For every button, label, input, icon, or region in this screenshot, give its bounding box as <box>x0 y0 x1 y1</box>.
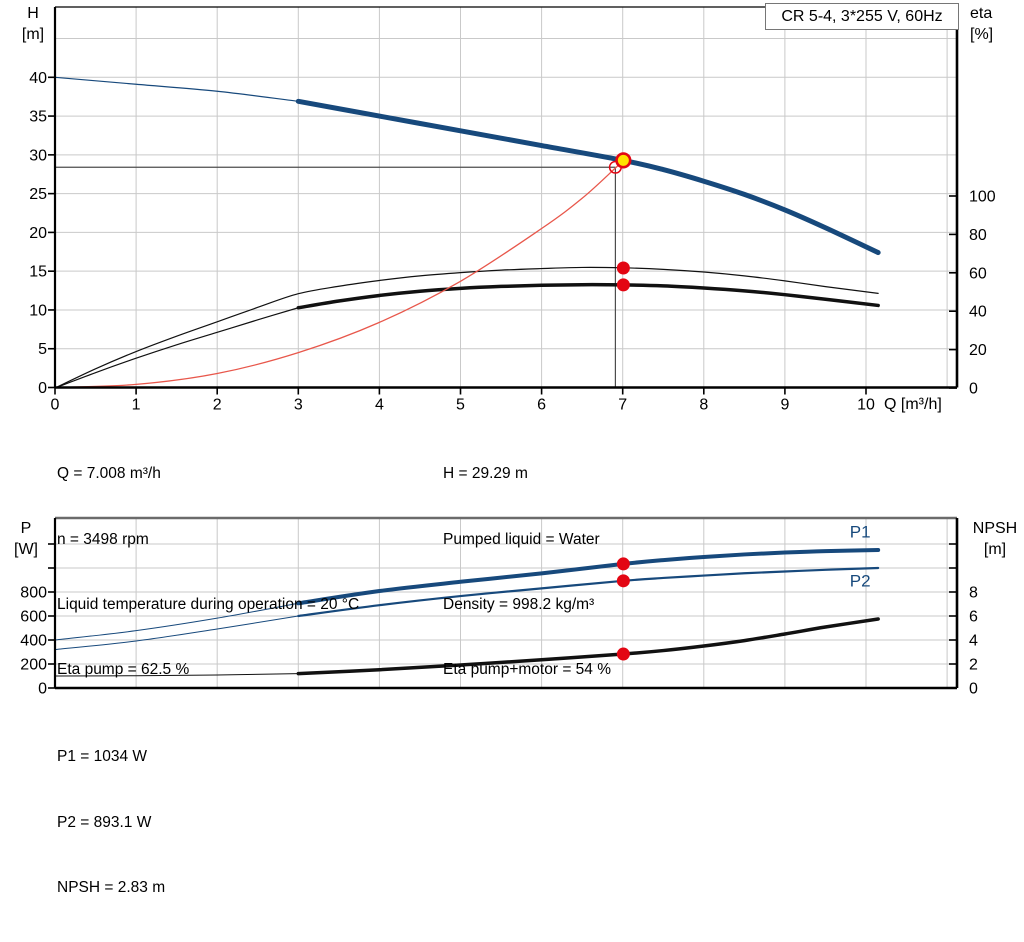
npsh-curve <box>296 617 880 676</box>
eta-pump-motor-duty-point <box>616 278 630 292</box>
eta-axis-title: eta [%] <box>970 5 994 43</box>
plot-frame <box>53 516 959 690</box>
info-flow: Q = 7.008 m³/h <box>57 465 161 483</box>
y-right-tick-label: 0 <box>969 681 978 698</box>
y-left-tick-label: 400 <box>20 633 47 650</box>
y-left-tick-label: 0 <box>38 380 47 397</box>
y-right-tick-label: 20 <box>969 342 987 359</box>
info-npsh: NPSH = 2.83 m <box>57 878 166 896</box>
y-left-tick-label: 0 <box>38 681 47 698</box>
npsh-duty-point <box>616 647 630 661</box>
info-head: H = 29.29 m <box>443 465 528 483</box>
x-tick-label: 5 <box>456 397 465 414</box>
p2-out-of-range <box>54 615 299 651</box>
x-tick-label: 8 <box>699 397 708 414</box>
power-info: P1 = 1034 W P2 = 893.1 W NPSH = 2.83 m <box>57 703 165 942</box>
y-right-tick-label: 0 <box>969 381 978 398</box>
y-right-tick-label: 60 <box>969 265 987 282</box>
npsh-out-of-range <box>54 673 299 677</box>
eta-pump-motor-curve <box>296 282 880 310</box>
y-right-tick-label: 4 <box>969 633 978 650</box>
info-liquid-temp: Liquid temperature during operation = 20… <box>57 595 360 613</box>
y-left-tick-label: 800 <box>20 585 47 602</box>
y-left-tick-label: 40 <box>29 70 47 87</box>
p1-duty-point <box>616 557 630 571</box>
info-speed: n = 3498 rpm <box>57 530 149 548</box>
pump-title: CR 5-4, 3*255 V, 60Hz <box>781 8 943 25</box>
p1-out-of-range <box>54 602 299 641</box>
duty-info-left: Q = 7.008 m³/h n = 3498 rpm Liquid tempe… <box>57 420 359 724</box>
gridlines <box>55 7 957 388</box>
system-curve <box>54 159 624 389</box>
info-p1: P1 = 1034 W <box>57 748 148 766</box>
npsh-axis-title: NPSH [m] <box>972 520 1018 558</box>
y-right-tick-label: 40 <box>969 304 987 321</box>
curve-label-p1: P1 <box>850 522 871 541</box>
x-tick-label: 0 <box>51 397 60 414</box>
duty-info-right: H = 29.29 m Pumped liquid = Water Densit… <box>443 420 611 724</box>
y-right-tick-label: 2 <box>969 657 978 674</box>
y-right-tick-label: 100 <box>969 189 996 206</box>
info-eta-pump: Eta pump = 62.5 % <box>57 660 190 678</box>
p-axis-title: P [W] <box>14 520 38 558</box>
pump-curve <box>295 98 881 256</box>
x-tick-label: 3 <box>294 397 303 414</box>
pump-curve-sheet: 0 1 2 3 4 5 6 7 8 9 10 0 5 10 15 20 25 30 35 40 0 20 40 60 80 100… <box>14 3 1018 896</box>
x-tick-label: 1 <box>132 397 141 414</box>
x-tick-label: 4 <box>375 397 384 414</box>
info-p2: P2 = 893.1 W <box>57 813 152 831</box>
q-axis-title: Q [m³/h] <box>884 396 942 413</box>
x-tick-label: 2 <box>213 397 222 414</box>
info-eta-pump-motor: Eta pump+motor = 54 % <box>443 660 612 678</box>
duty-point[interactable] <box>615 152 632 169</box>
y-left-tick-label: 20 <box>29 225 47 242</box>
pump-curve-out-of-range <box>54 76 299 102</box>
info-pumped-liquid: Pumped liquid = Water <box>443 530 600 548</box>
y-left-tick-label: 600 <box>20 609 47 626</box>
y-right-tick-label: 80 <box>969 227 987 244</box>
eta-pump-motor-out-of-range <box>54 307 299 389</box>
y-left-tick-label: 30 <box>29 147 47 164</box>
curve-label-p2: P2 <box>850 572 871 591</box>
x-tick-label: 7 <box>618 397 627 414</box>
y-left-tick-label: 10 <box>29 302 47 319</box>
x-tick-label: 10 <box>857 397 875 414</box>
x-tick-label: 9 <box>780 397 789 414</box>
power-npsh-chart[interactable]: 0 200 400 600 800 0 2 4 6 8 P1 P2 <box>20 516 978 698</box>
y-left-tick-label: 200 <box>20 657 47 674</box>
pump-title-box: CR 5-4, 3*255 V, 60Hz <box>765 3 959 30</box>
eta-pump-curve <box>54 266 879 389</box>
charts-canvas: 0 1 2 3 4 5 6 7 8 9 100510152025303540020406080100… <box>20 6 996 698</box>
x-tick-label: 6 <box>537 397 546 414</box>
h-axis-title: H [m] <box>21 5 45 43</box>
p2-curve <box>297 566 880 618</box>
p1-curve <box>296 548 881 606</box>
tick-marks <box>48 543 957 689</box>
y-left-tick-label: 25 <box>29 186 47 203</box>
tick-labels: 0 200 400 600 800 0 2 4 6 8 <box>20 585 978 698</box>
plot-frame <box>53 6 959 389</box>
y-left-tick-label: 15 <box>29 264 47 281</box>
y-right-tick-label: 6 <box>969 609 978 626</box>
p2-duty-point <box>616 574 630 588</box>
tick-marks <box>48 76 957 395</box>
eta-pump-duty-point <box>616 261 630 275</box>
y-left-tick-label: 5 <box>38 341 47 358</box>
y-left-tick-label: 35 <box>29 109 47 126</box>
y-right-tick-label: 8 <box>969 585 978 602</box>
info-density: Density = 998.2 kg/m³ <box>443 595 595 613</box>
duty-crosshair <box>55 166 617 388</box>
